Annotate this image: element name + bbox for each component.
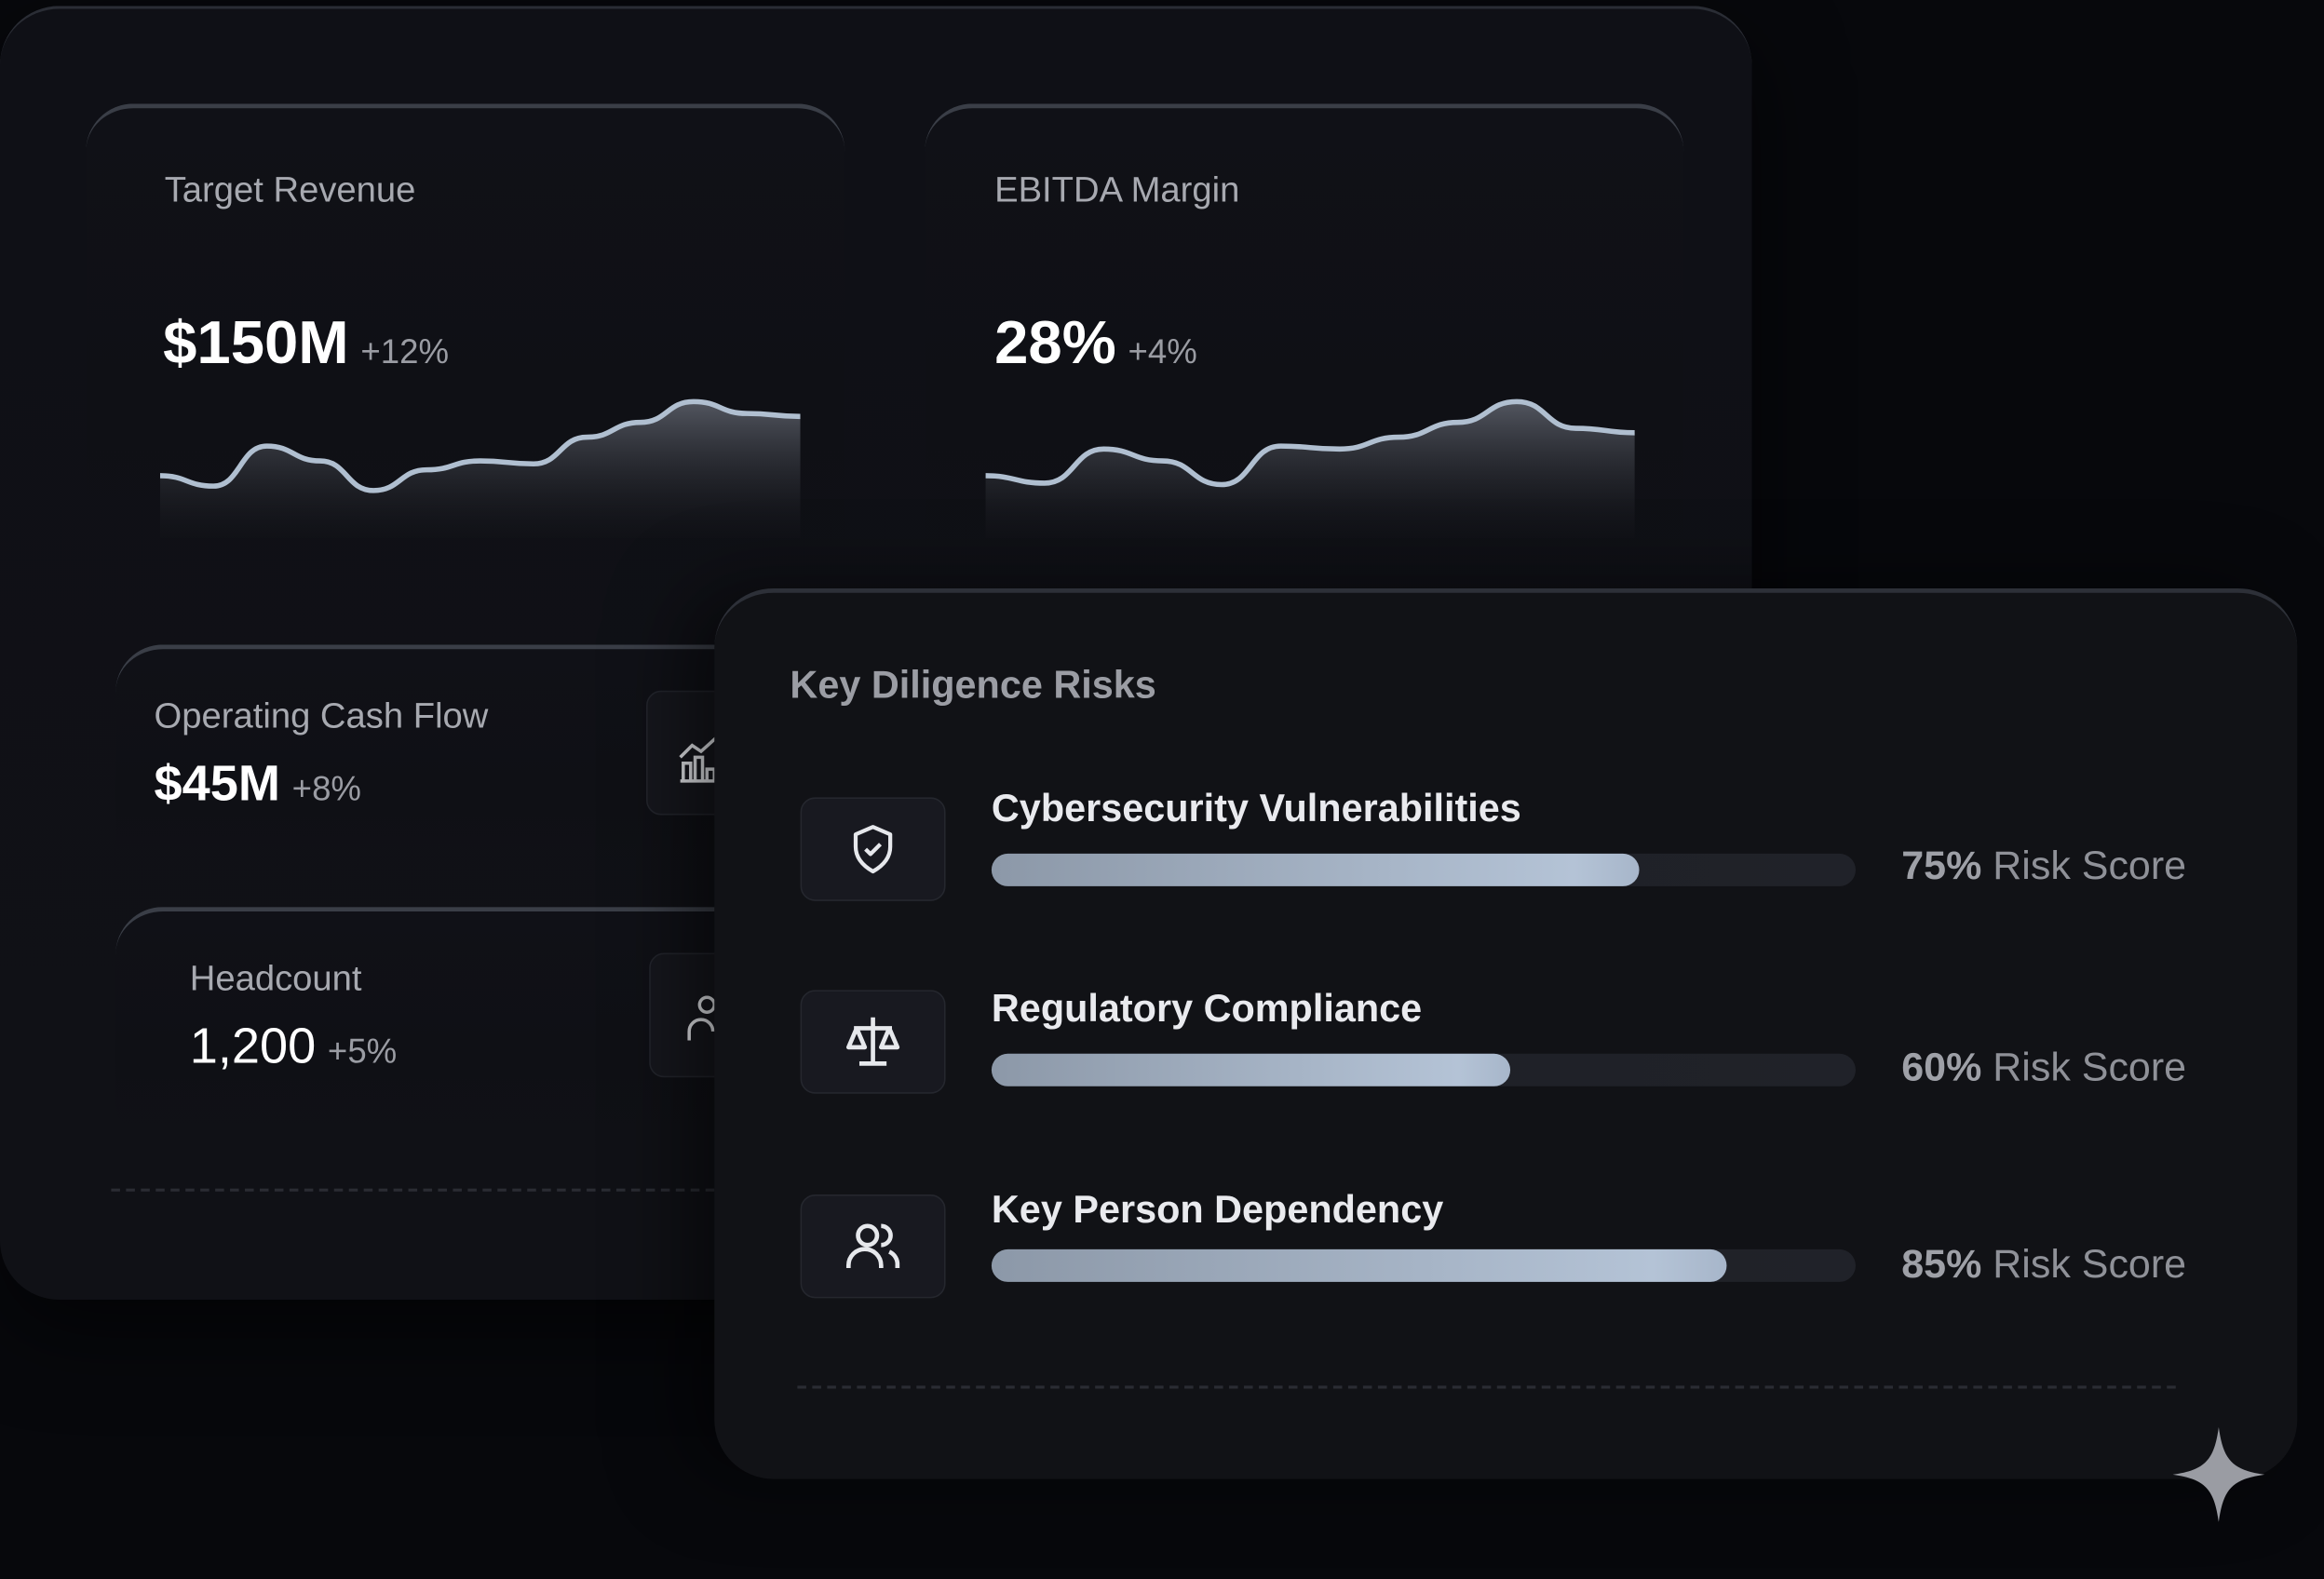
risk-label: Cybersecurity Vulnerabilities	[991, 785, 1521, 830]
kpi-delta: +8%	[291, 769, 362, 808]
risk-score-value: 60%	[1901, 1045, 1982, 1089]
risk-item-key-person[interactable]	[800, 1194, 946, 1299]
kpi-value: 28% +4%	[994, 308, 1197, 378]
revenue-sparkline	[159, 398, 801, 538]
kpi-card-ebitda-margin[interactable]: EBITDA Margin 28% +4%	[925, 103, 1684, 598]
sparkline-area	[159, 401, 801, 538]
risk-progress-bar	[991, 1248, 1856, 1282]
sparkline-area	[985, 401, 1635, 538]
risk-progress-bar	[991, 853, 1856, 886]
ebitda-sparkline	[985, 398, 1635, 538]
risk-progress-fill	[991, 1248, 1726, 1282]
divider	[111, 1188, 715, 1192]
risk-score: 75% Risk Score	[1901, 843, 2186, 889]
risk-score-value: 85%	[1901, 1241, 1982, 1287]
shield-check-icon	[800, 797, 946, 901]
kpi-label: EBITDA Margin	[994, 170, 1240, 211]
risk-list: Cybersecurity Vulnerabilities 75% Risk S…	[714, 593, 2297, 1479]
risk-score: 85% Risk Score	[1901, 1242, 2186, 1288]
kpi-value: 1,200 +5%	[190, 1019, 398, 1076]
kpi-label: Headcount	[189, 958, 362, 999]
risk-score: 60% Risk Score	[1901, 1045, 2186, 1090]
divider	[797, 1385, 2176, 1389]
users-icon	[800, 1194, 946, 1299]
risk-progress-fill	[991, 1053, 1510, 1086]
kpi-delta: +12%	[360, 331, 450, 371]
risk-score-suffix: Risk Score	[1993, 1241, 2187, 1287]
kpi-delta: +5%	[327, 1031, 398, 1071]
kpi-label: Operating Cash Flow	[154, 696, 489, 737]
risk-score-value: 75%	[1901, 843, 1982, 888]
risk-score-suffix: Risk Score	[1993, 1045, 2187, 1089]
kpi-value-text: 1,200	[189, 1018, 317, 1075]
sparkline-line	[985, 398, 1635, 488]
risk-label: Regulatory Compliance	[991, 985, 1423, 1031]
scale-icon	[800, 990, 946, 1094]
key-diligence-risks-panel: Key Diligence Risks Cybersecurity Vulner…	[714, 587, 2298, 1479]
risk-label: Key Person Dependency	[991, 1187, 1444, 1232]
kpi-value-text: $45M	[154, 755, 280, 813]
kpi-card-operating-cash-flow[interactable]: Operating Cash Flow $45M +8%	[115, 644, 828, 886]
risk-item-regulatory[interactable]	[800, 990, 946, 1094]
risk-score-suffix: Risk Score	[1993, 843, 2187, 888]
sparkle-icon	[2172, 1426, 2265, 1522]
risk-item-cybersecurity[interactable]	[800, 797, 946, 901]
sparkline-line	[159, 398, 801, 493]
kpi-value-text: $150M	[163, 308, 349, 377]
kpi-value: $150M +12%	[163, 308, 449, 378]
risk-progress-fill	[991, 853, 1640, 886]
panel-title: Key Diligence Risks	[790, 662, 1156, 708]
kpi-delta: +4%	[1128, 331, 1197, 371]
kpi-card-target-revenue[interactable]: Target Revenue $150M +12%	[86, 103, 845, 598]
risk-progress-bar	[991, 1053, 1856, 1086]
kpi-label: Target Revenue	[164, 170, 416, 211]
kpi-value: $45M +8%	[155, 756, 361, 814]
kpi-value-text: 28%	[994, 308, 1116, 377]
